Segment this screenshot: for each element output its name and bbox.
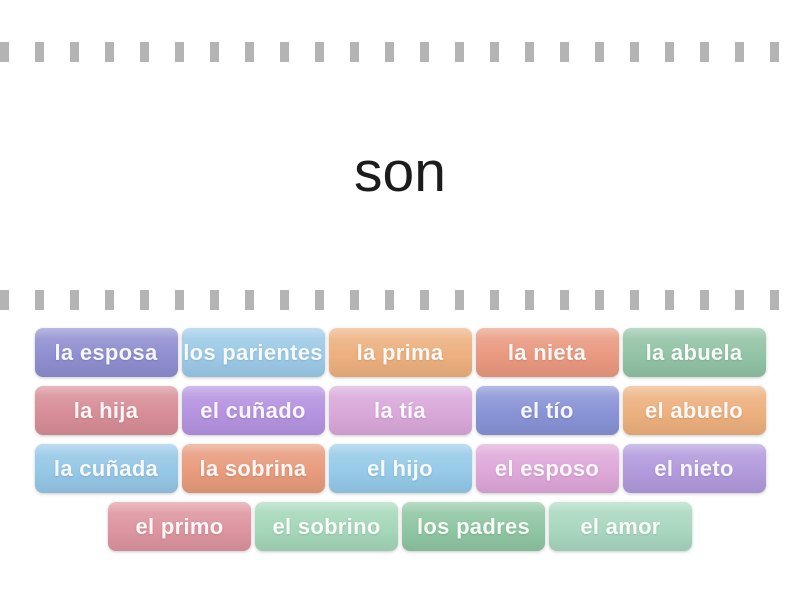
answer-tile-label: el cuñado (200, 397, 306, 423)
answer-tile-los-parientes[interactable]: los parientes (181, 328, 325, 377)
answer-tile-label: los padres (416, 513, 531, 539)
perforation-strip-bottom (0, 290, 800, 310)
answer-tile-la-abuela[interactable]: la abuela (622, 328, 766, 377)
answer-tile-los-padres[interactable]: los padres (402, 502, 545, 551)
answer-tile-la-sobrina[interactable]: la sobrina (181, 444, 325, 493)
answer-tile-label: el primo (135, 513, 224, 539)
answer-tile-la-prima[interactable]: la prima (328, 328, 472, 377)
answer-tile-el-cunado[interactable]: el cuñado (181, 386, 325, 435)
answer-row: la esposa los parientes la prima la nieta la… (34, 328, 766, 377)
answer-tile-el-esposo[interactable]: el esposo (475, 444, 619, 493)
answer-tile-label: la cuñada (53, 455, 159, 481)
answer-tile-el-nieto[interactable]: el nieto (622, 444, 766, 493)
answer-tile-el-abuelo[interactable]: el abuelo (622, 386, 766, 435)
answer-row: el primo el sobrino los padres el amor (108, 502, 692, 551)
answer-tile-el-primo[interactable]: el primo (108, 502, 251, 551)
answer-tile-el-hijo[interactable]: el hijo (328, 444, 472, 493)
answer-tile-la-nieta[interactable]: la nieta (475, 328, 619, 377)
answer-tile-el-amor[interactable]: el amor (549, 502, 692, 551)
answer-row: la hija el cuñado la tía el tío el abuelo (34, 386, 766, 435)
answer-tiles-area: la esposa los parientes la prima la nieta la… (0, 328, 800, 551)
answer-tile-la-esposa[interactable]: la esposa (34, 328, 178, 377)
answer-tile-label: el abuelo (644, 397, 744, 423)
answer-tile-el-tio[interactable]: el tío (475, 386, 619, 435)
answer-tile-label: el nieto (654, 455, 734, 481)
answer-tile-label: la nieta (507, 339, 587, 365)
answer-tile-label: la hija (73, 397, 139, 423)
question-word: son (354, 140, 446, 204)
answer-tile-label: la tía (374, 397, 426, 423)
answer-tile-label: la prima (356, 339, 444, 365)
answer-tile-label: el sobrino (272, 513, 381, 539)
answer-tile-la-tia[interactable]: la tía (328, 386, 472, 435)
answer-tile-label: el tío (520, 397, 574, 423)
answer-tile-la-hija[interactable]: la hija (34, 386, 178, 435)
answer-tile-label: la sobrina (199, 455, 307, 481)
answer-tile-label: el amor (580, 513, 661, 539)
answer-tile-label: el hijo (367, 455, 433, 481)
answer-tile-el-sobrino[interactable]: el sobrino (255, 502, 398, 551)
answer-tile-label: la esposa (54, 339, 158, 365)
answer-row: la cuñada la sobrina el hijo el esposo el ni… (34, 444, 766, 493)
answer-tile-label: la abuela (645, 339, 743, 365)
answer-tile-la-cunada[interactable]: la cuñada (34, 444, 178, 493)
answer-tile-label: los parientes (183, 339, 323, 365)
answer-tile-label: el esposo (494, 455, 600, 481)
perforation-strip-top (0, 42, 800, 62)
